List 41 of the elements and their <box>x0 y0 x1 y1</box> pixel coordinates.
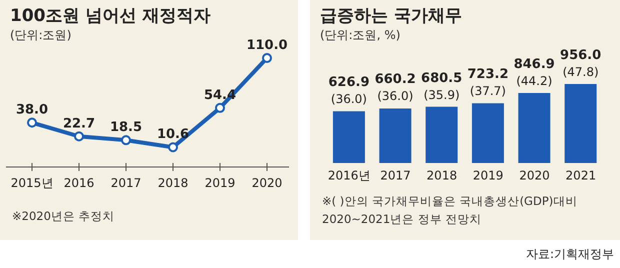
x-tick-label: 2019 <box>204 176 236 190</box>
x-tick-label: 2016 <box>64 176 94 190</box>
x-tick-label: 2018 <box>158 176 188 190</box>
point <box>27 118 37 128</box>
data-label: 110.0 <box>246 38 288 53</box>
bar <box>518 93 550 163</box>
data-label: 723.2 (37.7) <box>467 67 508 98</box>
chart-subtitle: (단위:조원) <box>10 27 72 44</box>
text: 자료:기획재정부 <box>526 246 614 263</box>
data-label: 956.0 (47.8) <box>560 48 602 79</box>
text: ※( )안의 국가채무비율은 국내총생산(GDP)대비 <box>322 193 578 210</box>
x-tick-label: 2018 <box>426 168 458 183</box>
bar <box>332 111 365 163</box>
point <box>121 135 131 146</box>
point <box>168 142 178 152</box>
chart-subtitle: (단위:조원, %) <box>320 27 400 44</box>
data-label: 18.5 <box>110 120 142 136</box>
x-tick-label: 2021 <box>566 168 596 183</box>
chart-title: 100조원 넘어선 재정적자 <box>10 5 210 27</box>
data-label: 38.0 <box>16 102 48 118</box>
bar <box>564 84 597 163</box>
x-tick-label: 2019 <box>472 168 504 183</box>
x-tick-label: 2017 <box>380 168 411 183</box>
point <box>262 53 272 63</box>
x-tick-label: 2020 <box>519 168 550 183</box>
chart-title: 급증하는 국가채무 <box>320 5 462 27</box>
x-tick-label: 2020 <box>252 176 282 190</box>
text: ※2020년은 추정치 <box>12 208 115 225</box>
bar <box>472 103 504 163</box>
bar <box>379 108 412 163</box>
data-label: 846.9 (44.2) <box>514 57 555 88</box>
x-tick-label: 2015년 <box>10 176 54 190</box>
x-tick-label: 2016년 <box>328 168 370 183</box>
data-label: 22.7 <box>62 116 96 132</box>
data-label: 626.9 (36.0) <box>327 75 370 108</box>
data-label: 680.5 (35.9) <box>420 70 464 103</box>
point <box>215 102 225 113</box>
bar <box>426 106 458 163</box>
point <box>74 131 84 142</box>
text: 2020~2021년은 정부 전망치 <box>322 211 482 228</box>
x-tick-label: 2017 <box>110 176 142 190</box>
